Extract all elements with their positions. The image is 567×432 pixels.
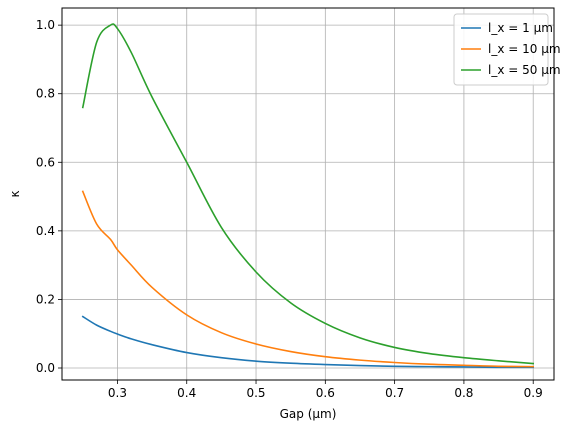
axis-ticks: 0.3 0.4 0.5 0.6 0.7 0.8 0.9 0.0 0.2 0.4 0.6 0.8 1.0 — [36, 18, 543, 400]
plot-frame — [61, 7, 555, 381]
y-axis-title: κ — [8, 190, 22, 197]
legend-label: l_x = 50 μm — [488, 63, 561, 77]
y-tick-label: 0.0 — [36, 361, 55, 375]
x-tick-label: 0.5 — [246, 386, 265, 400]
x-tick-label: 0.7 — [385, 386, 404, 400]
series-line-3 — [81, 23, 535, 365]
x-tick-label: 0.3 — [108, 386, 127, 400]
legend-label: l_x = 1 μm — [488, 21, 553, 35]
series-group — [81, 23, 535, 369]
y-tick-label: 0.6 — [36, 155, 55, 169]
x-tick-label: 0.4 — [177, 386, 196, 400]
x-tick-label: 0.6 — [316, 386, 335, 400]
grid — [62, 8, 554, 380]
y-tick-label: 0.8 — [36, 87, 55, 101]
legend: l_x = 1 μm l_x = 10 μm l_x = 50 μm — [453, 13, 561, 86]
x-tick-label: 0.8 — [454, 386, 473, 400]
y-tick-label: 0.4 — [36, 224, 55, 238]
series-line-1 — [81, 315, 535, 369]
legend-box — [453, 13, 549, 86]
series-line-2 — [81, 190, 535, 368]
x-axis-title: Gap (μm) — [280, 407, 337, 421]
x-tick-label: 0.9 — [524, 386, 543, 400]
y-tick-label: 0.2 — [36, 292, 55, 306]
legend-label: l_x = 10 μm — [488, 42, 561, 56]
y-tick-label: 1.0 — [36, 18, 55, 32]
